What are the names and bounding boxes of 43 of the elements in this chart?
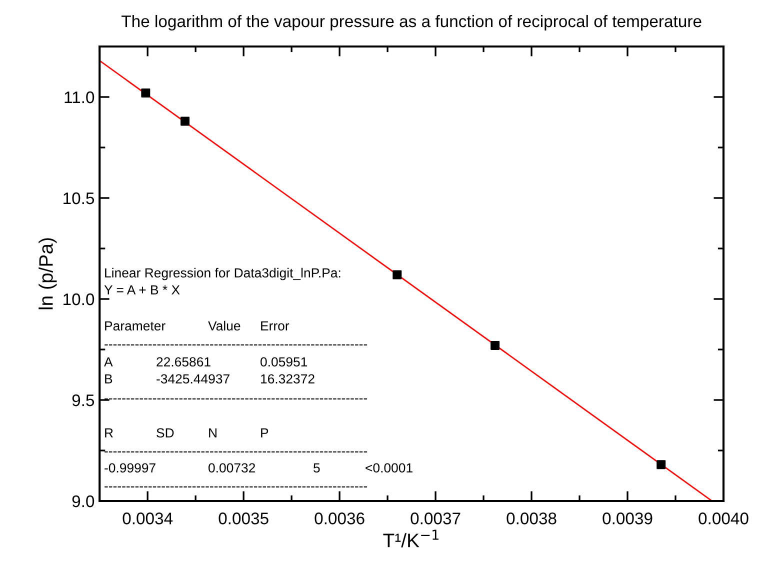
annotation: 16.32372	[261, 374, 314, 384]
annotation: Linear Regression for Data3digit_lnP.Pa:	[105, 268, 340, 280]
annotation: P	[261, 428, 268, 438]
annotation: 5	[314, 463, 320, 473]
y-tick-label: 9.0	[72, 495, 94, 508]
y-tick-label: 10.0	[64, 293, 94, 306]
annotation: <0.0001	[366, 463, 412, 473]
point	[180, 116, 190, 126]
point	[392, 270, 402, 280]
point	[656, 460, 666, 470]
annotation: ------------------------------------------------------------	[104, 398, 368, 400]
chart-title: The logarithm of the vapour pressure as a function of reciprocal of temperature	[122, 14, 702, 31]
annotation: B	[105, 374, 112, 384]
annotation: 22.65861	[156, 357, 210, 367]
x-tick-label: 0.0034	[122, 512, 173, 524]
x-tick-label: 0.0036	[314, 512, 364, 524]
x-tick-label: 0.0035	[218, 512, 268, 524]
x-tick-label: 0.0038	[506, 512, 556, 524]
annotation: Error	[261, 321, 290, 331]
annotation: A	[104, 357, 113, 366]
annotation: ------------------------------------------------------------	[104, 451, 368, 452]
annotation: ------------------------------------------------------------	[104, 344, 368, 346]
x-tick-label: 0.0037	[410, 512, 460, 524]
annotation: ------------------------------------------------------------	[104, 486, 368, 488]
annotation: 0.00732	[208, 463, 256, 473]
y-axis-title: ln (p/Pa)	[38, 238, 57, 310]
x-tick-label: 0.0040	[698, 512, 748, 524]
point	[141, 88, 150, 98]
x-axis-title: T¹/K$^{−1}$	[383, 530, 438, 548]
point	[490, 340, 500, 350]
annotation: R	[105, 428, 113, 438]
annotation: Parameter	[105, 321, 166, 331]
x-tick-label: 0.0039	[602, 512, 652, 524]
annotation: N	[209, 428, 216, 438]
annotation: -0.99997	[104, 463, 156, 473]
y-tick-label: 11.0	[64, 91, 94, 104]
y-tick-label: 9.5	[72, 394, 94, 406]
annotation: Y = A + B * X	[104, 285, 180, 294]
y-tick-label: 10.5	[64, 192, 94, 204]
annotation: SD	[156, 428, 174, 438]
annotation: -3425.44937	[156, 374, 230, 384]
annotation: 0.05951	[260, 357, 308, 367]
annotation: Value	[208, 320, 240, 331]
